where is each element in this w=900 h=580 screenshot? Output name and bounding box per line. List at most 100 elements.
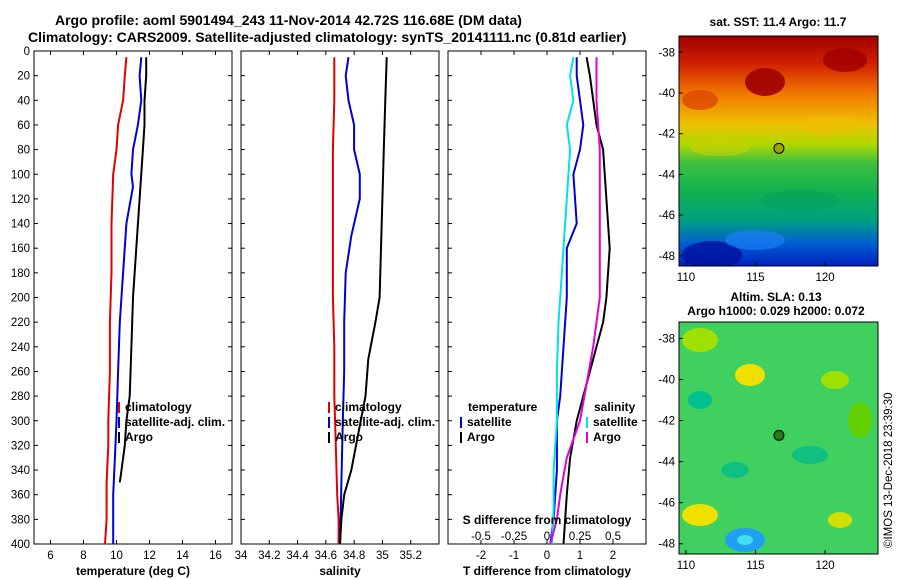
legend-title-salinity: salinity bbox=[594, 400, 636, 414]
y-tick-label: 0 bbox=[24, 46, 30, 58]
map-x-tick-label: 110 bbox=[677, 272, 695, 284]
x-tick-label: 35.2 bbox=[400, 550, 422, 562]
legend-label-s-argo: Argo bbox=[593, 430, 621, 444]
sla-map-title: Altim. SLA: 0.13 bbox=[730, 290, 822, 304]
salinity-legend: climatology satellite-adj. clim. Argo bbox=[328, 400, 435, 444]
sla-map-frame bbox=[678, 321, 879, 555]
x-tick-label: -2 bbox=[476, 550, 486, 562]
x-tick-label: 16 bbox=[209, 550, 222, 562]
map-y-tick-label: -38 bbox=[658, 47, 675, 59]
y-tick-label: 100 bbox=[11, 169, 30, 181]
y-tick-label: 320 bbox=[11, 440, 30, 452]
map-x-tick-label: 120 bbox=[816, 560, 835, 572]
sla-map-subtitle: Argo h1000: 0.029 h2000: 0.072 bbox=[687, 304, 865, 318]
x-tick-label: 12 bbox=[143, 550, 156, 562]
y-tick-label: 400 bbox=[11, 539, 30, 551]
map-y-tick-label: -40 bbox=[658, 88, 675, 100]
y-tick-label: 140 bbox=[11, 219, 30, 231]
temperature-series-climatology bbox=[104, 57, 128, 545]
y-tick-label: 380 bbox=[11, 514, 30, 526]
x-tick-label: 34 bbox=[235, 550, 248, 562]
x-tick-label: 1 bbox=[577, 550, 583, 562]
temperature-xlabel: temperature (deg C) bbox=[76, 564, 190, 578]
map-y-tick-label: -44 bbox=[658, 169, 675, 181]
s-tick-label: 0.25 bbox=[569, 531, 591, 543]
legend-label-satellite: satellite-adj. clim. bbox=[125, 415, 225, 429]
x-tick-label: 34.6 bbox=[315, 550, 337, 562]
x-tick-label: 10 bbox=[110, 550, 123, 562]
x-tick-label: 8 bbox=[80, 550, 86, 562]
y-tick-label: 160 bbox=[11, 243, 30, 255]
difference-legend-temperature: temperature satellite Argo bbox=[460, 400, 538, 444]
legend-label-climatology: climatology bbox=[335, 400, 402, 414]
sla-argo-marker bbox=[773, 429, 785, 441]
s-tick-label: -0.5 bbox=[471, 531, 491, 543]
legend-label-t-argo: Argo bbox=[467, 430, 495, 444]
sst-map-title: sat. SST: 11.4 Argo: 11.7 bbox=[710, 15, 847, 29]
temperature-series-satellite-adj-clim- bbox=[112, 57, 143, 544]
difference-top-xlabel: S difference from climatology bbox=[463, 513, 632, 527]
y-tick-label: 120 bbox=[11, 194, 30, 206]
map-y-tick-label: -42 bbox=[658, 129, 675, 141]
temperature-plot: 6 8 10 12 14 16020406080100120140160180200220… bbox=[11, 46, 232, 562]
difference-series-t-argo bbox=[562, 57, 611, 545]
x-tick-label: 34.8 bbox=[343, 550, 365, 562]
legend-label-argo: Argo bbox=[335, 430, 363, 444]
y-tick-label: 300 bbox=[11, 416, 30, 428]
salinity-series-argo bbox=[339, 57, 388, 545]
salinity-series-climatology bbox=[331, 57, 340, 544]
s-tick-label: -0.25 bbox=[501, 531, 527, 543]
y-tick-label: 40 bbox=[17, 95, 30, 107]
temperature-series-argo bbox=[118, 57, 148, 483]
map-y-tick-label: -46 bbox=[658, 210, 675, 222]
difference-plot: -2 -1 0 1 2 -0.5 -0.25 0 0.25 0.5 bbox=[448, 50, 646, 562]
x-tick-label: 34.4 bbox=[286, 550, 309, 562]
x-tick-label: -1 bbox=[509, 550, 519, 562]
difference-panel bbox=[447, 50, 647, 545]
s-tick-label: 0 bbox=[544, 531, 550, 543]
difference-xlabel: T difference from climatology bbox=[463, 564, 631, 578]
legend-label-satellite: satellite-adj. clim. bbox=[335, 415, 435, 429]
y-tick-label: 360 bbox=[11, 490, 30, 502]
y-tick-label: 220 bbox=[11, 317, 30, 329]
figure-title-line2: Climatology: CARS2009. Satellite-adjuste… bbox=[28, 29, 626, 45]
map-x-tick-label: 110 bbox=[677, 560, 695, 572]
s-tick-label: 0.5 bbox=[605, 531, 621, 543]
map-y-tick-label: -46 bbox=[658, 498, 675, 510]
legend-label-t-satellite: satellite bbox=[467, 415, 512, 429]
x-tick-label: 2 bbox=[610, 550, 616, 562]
y-tick-label: 260 bbox=[11, 366, 30, 378]
salinity-plot: 34 34.2 34.4 34.6 34.8 35 35.2 bbox=[235, 50, 439, 562]
legend-label-argo: Argo bbox=[125, 430, 153, 444]
x-tick-label: 35 bbox=[376, 550, 389, 562]
legend-label-s-satellite: satellite bbox=[593, 415, 638, 429]
map-x-tick-label: 115 bbox=[746, 272, 764, 284]
y-tick-label: 180 bbox=[11, 268, 30, 280]
x-tick-label: 14 bbox=[176, 550, 189, 562]
map-y-tick-label: -44 bbox=[658, 457, 675, 469]
difference-series-s-argo bbox=[549, 57, 601, 545]
y-tick-label: 340 bbox=[11, 465, 30, 477]
salinity-series-satellite-adj-clim- bbox=[339, 57, 361, 545]
credit-text: ©IMOS 13-Dec-2018 23:39:30 bbox=[883, 392, 895, 548]
y-tick-label: 240 bbox=[11, 342, 30, 354]
legend-label-climatology: climatology bbox=[125, 400, 192, 414]
y-tick-label: 60 bbox=[17, 120, 30, 132]
y-tick-label: 280 bbox=[11, 391, 30, 403]
temperature-legend: climatology satellite-adj. clim. Argo bbox=[118, 400, 225, 444]
map-y-tick-label: -40 bbox=[658, 374, 675, 386]
sst-map-frame bbox=[678, 35, 879, 267]
y-tick-label: 20 bbox=[17, 71, 30, 83]
y-tick-label: 80 bbox=[17, 145, 30, 157]
map-y-tick-label: -38 bbox=[658, 333, 675, 345]
profile-panels: 6 8 10 12 14 16020406080100120140160180200220… bbox=[11, 46, 646, 562]
difference-series-s-satellite bbox=[551, 57, 575, 545]
map-x-tick-label: 120 bbox=[816, 272, 835, 284]
x-tick-label: 6 bbox=[47, 550, 53, 562]
legend-title-temperature: temperature bbox=[468, 400, 538, 414]
y-tick-label: 200 bbox=[11, 293, 30, 305]
sst-argo-marker bbox=[773, 142, 785, 154]
map-y-tick-label: -48 bbox=[658, 539, 675, 551]
